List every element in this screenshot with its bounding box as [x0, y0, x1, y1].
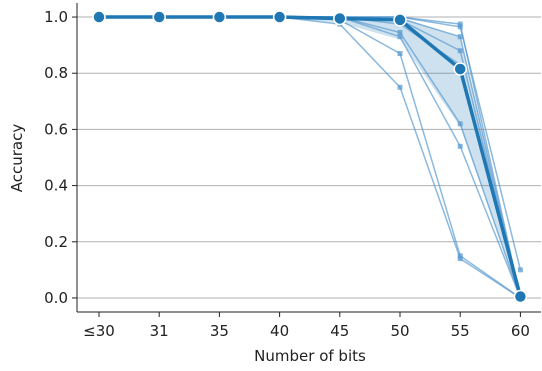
- y-tick-label: 0.4: [44, 177, 68, 195]
- y-tick-label: 0.8: [44, 64, 68, 82]
- run-point: [397, 34, 403, 40]
- y-tick-label: 0.2: [44, 233, 68, 251]
- run-point: [457, 253, 463, 259]
- y-tick-label: 0.6: [44, 120, 68, 138]
- mean-point: [92, 10, 106, 24]
- x-tick-label: 45: [330, 322, 349, 340]
- run-point: [397, 84, 403, 90]
- mean-point: [333, 11, 347, 26]
- y-tick-label: 1.0: [44, 8, 68, 26]
- confidence-band: [99, 17, 521, 298]
- mean-point: [152, 10, 166, 24]
- mean-point: [393, 13, 407, 27]
- mean-point: [453, 62, 467, 76]
- x-tick-label: ≤30: [83, 322, 115, 340]
- mean-point: [513, 289, 528, 304]
- confidence-band-layer: [99, 17, 521, 298]
- x-axis-label: Number of bits: [254, 347, 366, 365]
- run-point: [457, 143, 463, 149]
- x-tick-label: 55: [451, 322, 470, 340]
- x-tick-label: 31: [150, 322, 169, 340]
- mean-line: [99, 15, 523, 297]
- y-tick-label: 0.0: [44, 289, 68, 307]
- run-point: [397, 51, 403, 57]
- x-tick-label: 60: [511, 322, 530, 340]
- mean-line-layer: [92, 10, 528, 304]
- run-point: [397, 29, 403, 35]
- y-axis-label: Accuracy: [8, 124, 26, 193]
- run-point: [457, 256, 463, 262]
- axes: [72, 3, 541, 317]
- run-point: [457, 121, 463, 127]
- run-point: [457, 48, 463, 54]
- run-point: [457, 34, 463, 40]
- tick-labels: 0.0 0.2 0.4 0.6 0.8 1.0 ≤30 31 35 40 45 50 55 60: [44, 8, 530, 340]
- run-point: [457, 21, 463, 27]
- mean-point: [272, 10, 287, 24]
- x-tick-label: 40: [270, 322, 289, 340]
- x-tick-label: 35: [210, 322, 229, 340]
- mean-point: [212, 10, 227, 24]
- x-tick-label: 50: [390, 322, 409, 340]
- run-point: [517, 267, 523, 273]
